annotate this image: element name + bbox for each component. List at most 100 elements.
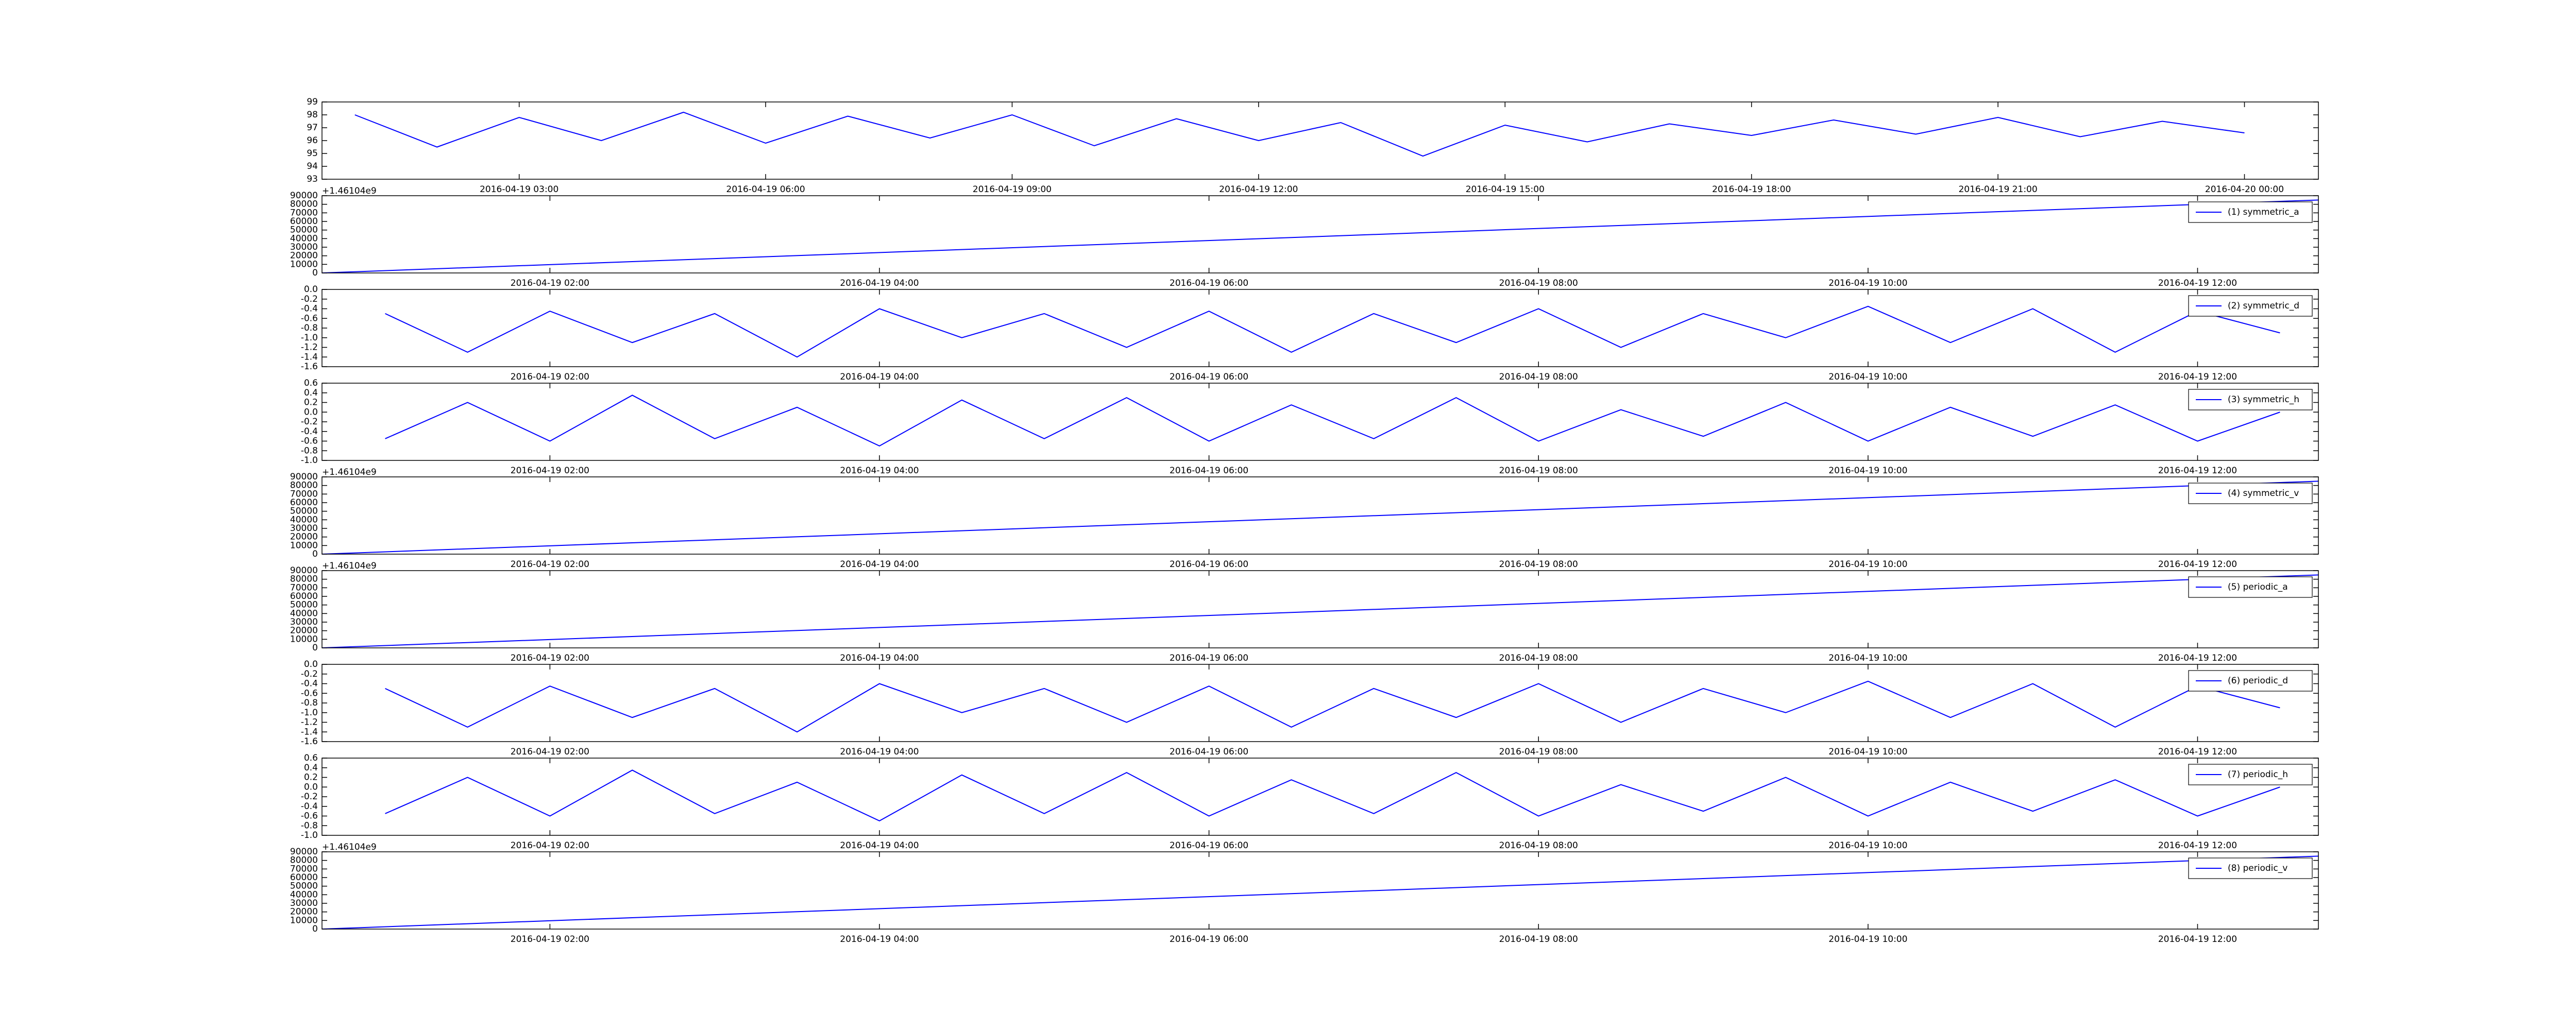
y-tick-label: -1.2 [301,342,318,353]
axes-frame [321,289,2319,367]
legend-label: (5) periodic_a [2228,582,2288,592]
data-line [322,199,2318,273]
axes-frame [321,851,2319,930]
y-tick-label: 96 [307,135,318,146]
y-tick-label: 30000 [290,617,318,627]
y-tick-label: 50000 [290,600,318,610]
y-tick-label: 0.6 [304,753,318,763]
offset-label: +1.46104e9 [322,842,377,852]
y-tick-label: 40000 [290,514,318,525]
x-tick-label: 2016-04-19 12:00 [2158,934,2237,945]
y-tick-label: -0.4 [301,304,318,314]
y-tick-label: 0 [312,643,318,653]
x-tick-label: 2016-04-19 06:00 [1170,278,1248,288]
y-tick-label: 95 [307,148,318,159]
data-line [385,394,2280,447]
y-tick-label: 10000 [290,259,318,269]
axes-background [322,664,2318,742]
x-tick-label: 2016-04-19 12:00 [2158,559,2237,570]
y-tick-label: 0.0 [304,407,318,417]
legend-label: (4) symmetric_v [2228,488,2299,499]
y-tick-label: 80000 [290,574,318,585]
axes-background [322,758,2318,835]
x-tick-label: 2016-04-19 06:00 [726,184,805,195]
y-tick-label: 90000 [290,472,318,482]
y-tick-label: 0.4 [304,388,318,398]
y-tick-label: 40000 [290,608,318,619]
y-tick-label: 99 [307,97,318,107]
plot-area [322,574,2318,648]
y-tick-label: 50000 [290,506,318,517]
x-tick-label: 2016-04-19 04:00 [840,653,919,663]
x-tick-label: 2016-04-19 18:00 [1712,184,1791,195]
y-tick-label: 70000 [290,864,318,874]
x-tick-label: 2016-04-19 10:00 [1828,466,1907,476]
offset-label: +1.46104e9 [322,186,377,196]
axes-background [322,852,2318,929]
y-tick-label: 20000 [290,532,318,542]
axes-background [322,477,2318,554]
legend-label: (3) symmetric_h [2228,394,2299,405]
axes-background [322,102,2318,179]
y-tick-label: -0.4 [301,679,318,689]
y-tick-label: 90000 [290,847,318,857]
y-tick-label: 40000 [290,233,318,244]
x-tick-label: 2016-04-19 02:00 [511,747,589,757]
axes-frame [321,101,2319,180]
y-tick-label: 60000 [290,216,318,227]
x-tick-label: 2016-04-19 10:00 [1828,840,1907,851]
y-tick-label: -0.2 [301,792,318,802]
x-tick-label: 2016-04-20 00:00 [2205,184,2284,195]
x-tick-label: 2016-04-19 12:00 [2158,466,2237,476]
y-tick-label: 0.4 [304,763,318,773]
x-tick-label: 2016-04-19 06:00 [1170,559,1248,570]
x-tick-label: 2016-04-19 04:00 [840,278,919,288]
x-tick-label: 2016-04-19 10:00 [1828,372,1907,382]
x-tick-label: 2016-04-19 12:00 [2158,653,2237,663]
y-tick-label: 80000 [290,199,318,210]
axes-background [322,383,2318,460]
x-tick-label: 2016-04-19 06:00 [1170,372,1248,382]
x-tick-label: 2016-04-19 04:00 [840,372,919,382]
plot-area [385,394,2280,447]
y-tick-label: -1.4 [301,727,318,737]
y-tick-label: 50000 [290,225,318,235]
x-tick-label: 2016-04-19 21:00 [1958,184,2037,195]
data-line [385,680,2280,733]
y-tick-label: 10000 [290,540,318,551]
y-tick-label: -0.2 [301,669,318,679]
y-tick-label: 60000 [290,872,318,883]
axes-frame [321,195,2319,273]
y-tick-label: 10000 [290,634,318,644]
y-tick-label: 20000 [290,907,318,917]
axes-frame [321,664,2319,742]
legend-label: (8) periodic_v [2228,863,2287,873]
x-tick-label: 2016-04-19 04:00 [840,934,919,945]
x-tick-label: 2016-04-19 10:00 [1828,653,1907,663]
x-tick-label: 2016-04-19 06:00 [1170,466,1248,476]
y-tick-label: 70000 [290,582,318,593]
x-tick-label: 2016-04-19 12:00 [2158,278,2237,288]
legend-label: (2) symmetric_d [2228,301,2299,311]
y-tick-label: 0 [312,924,318,934]
legend-label: (7) periodic_h [2228,769,2288,780]
y-tick-label: -0.8 [301,445,318,456]
data-line [354,111,2245,157]
axes-frame [321,758,2319,836]
x-tick-label: 2016-04-19 04:00 [840,747,919,757]
y-tick-label: 10000 [290,915,318,925]
x-tick-label: 2016-04-19 04:00 [840,466,919,476]
data-line [385,305,2280,358]
y-tick-label: 60000 [290,591,318,602]
y-tick-label: 0.0 [304,782,318,792]
data-line [322,855,2318,929]
y-tick-label: 60000 [290,497,318,508]
y-tick-label: 90000 [290,565,318,576]
y-tick-label: -0.6 [301,436,318,447]
x-tick-label: 2016-04-19 10:00 [1828,747,1907,757]
x-tick-label: 2016-04-19 02:00 [511,466,589,476]
y-tick-label: 97 [307,123,318,133]
x-tick-label: 2016-04-19 02:00 [511,934,589,945]
offset-label: +1.46104e9 [322,561,377,571]
